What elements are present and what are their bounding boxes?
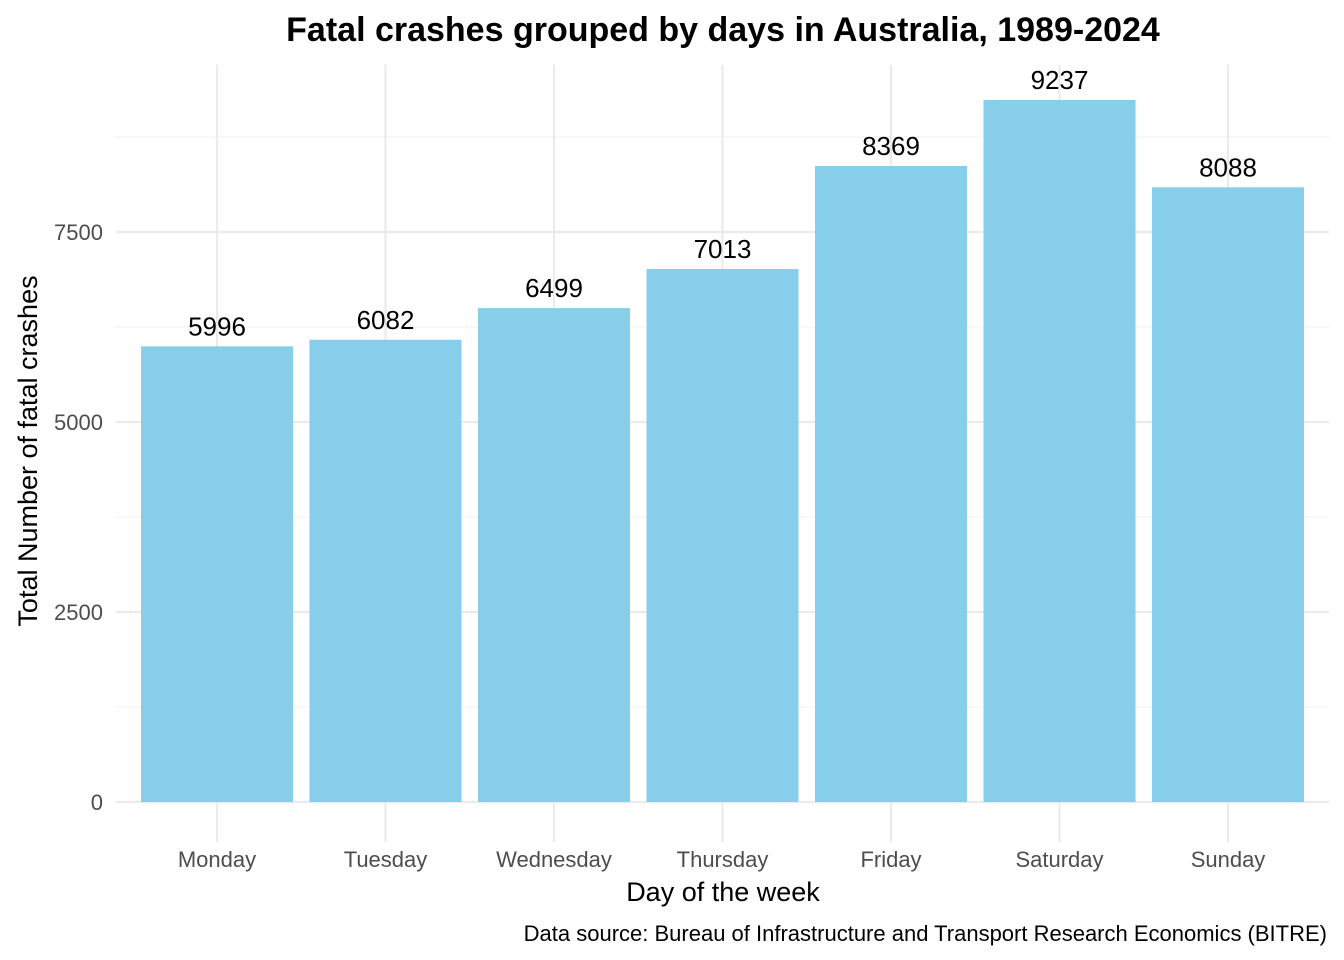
data-source-caption: Data source: Bureau of Infrastructure an…: [524, 921, 1327, 946]
y-tick-label: 0: [91, 790, 103, 815]
data-label-sunday: 8088: [1199, 152, 1257, 182]
x-tick-label-monday: Monday: [178, 847, 256, 872]
bar-saturday: [983, 99, 1136, 803]
bar-friday: [815, 165, 967, 802]
data-labels: 5996 6082 6499 7013 8369 9237 8088: [188, 65, 1257, 341]
bar-wednesday: [478, 308, 630, 802]
y-axis-ticks: 0 2500 5000 7500: [54, 220, 103, 815]
x-tick-label-sunday: Sunday: [1191, 847, 1266, 872]
y-tick-label: 7500: [54, 220, 103, 245]
bars: [141, 99, 1304, 803]
x-tick-label-wednesday: Wednesday: [496, 847, 612, 872]
data-label-tuesday: 6082: [357, 305, 415, 335]
bar-monday: [141, 346, 293, 802]
y-axis-title: Total Number of fatal crashes: [13, 275, 43, 626]
y-tick-label: 5000: [54, 410, 103, 435]
x-tick-label-thursday: Thursday: [677, 847, 769, 872]
x-axis-ticks: Monday Tuesday Wednesday Thursday Friday Satu…: [178, 847, 1265, 872]
bar-thursday: [646, 269, 799, 803]
y-tick-label: 2500: [54, 600, 103, 625]
x-tick-label-friday: Friday: [860, 847, 921, 872]
data-label-friday: 8369: [862, 131, 920, 161]
chart-title: Fatal crashes grouped by days in Austral…: [286, 11, 1160, 49]
bar-sunday: [1152, 187, 1304, 802]
data-label-saturday: 9237: [1031, 65, 1089, 95]
data-label-wednesday: 6499: [525, 273, 583, 303]
x-tick-label-saturday: Saturday: [1015, 847, 1103, 872]
x-axis-title: Day of the week: [626, 877, 820, 907]
data-label-monday: 5996: [188, 311, 246, 341]
bar-tuesday: [309, 339, 462, 802]
data-label-thursday: 7013: [694, 234, 752, 264]
x-tick-label-tuesday: Tuesday: [344, 847, 428, 872]
